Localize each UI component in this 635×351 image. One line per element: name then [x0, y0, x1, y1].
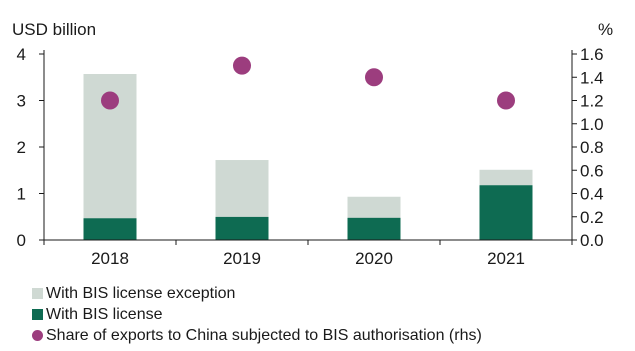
bar-2020-series-0: [347, 217, 401, 240]
legend-item-license-exception: With BIS license exception: [32, 283, 482, 304]
x-tick-label: 2020: [355, 249, 393, 268]
point-2019: [233, 56, 251, 75]
legend-swatch-license: [32, 309, 43, 320]
bars-layer: [83, 73, 533, 240]
point-2018: [101, 91, 119, 110]
left-axis-title: USD billion: [12, 20, 97, 39]
right-tick-label: 0.6: [580, 161, 604, 180]
left-tick-label: 0: [17, 231, 26, 250]
point-2021: [497, 91, 515, 110]
bar-2020-series-1: [347, 196, 401, 218]
left-tick-label: 1: [17, 185, 26, 204]
right-axis-title: %: [598, 20, 614, 39]
bar-2018-series-0: [83, 218, 137, 240]
right-tick-label: 1.2: [580, 92, 604, 111]
x-tick-label: 2021: [487, 249, 525, 268]
point-2020: [365, 68, 383, 87]
legend-swatch-share: [32, 330, 43, 341]
right-tick-label: 1.6: [580, 45, 604, 64]
legend-swatch-license-exception: [32, 288, 43, 299]
right-tick-label: 0.2: [580, 208, 604, 227]
legend-item-license: With BIS license: [32, 304, 482, 325]
axes-layer: 0 1 2 3 4 0.0 0.2 0.4 0.6 0.8 1.0 1.2 1.4 1.6 2018 2019…: [17, 45, 604, 268]
x-tick-label: 2019: [223, 249, 261, 268]
left-tick-label: 3: [17, 92, 26, 111]
legend-label-license-exception: With BIS license exception: [46, 285, 236, 302]
right-tick-label: 0.4: [580, 185, 604, 204]
right-tick-label: 0.8: [580, 138, 604, 157]
points-layer: [101, 56, 515, 110]
legend-label-license: With BIS license: [46, 306, 163, 323]
bar-2021-series-0: [479, 185, 533, 240]
x-tick-label: 2018: [91, 249, 129, 268]
legend: With BIS license exception With BIS lice…: [32, 283, 482, 346]
right-tick-label: 1.0: [580, 115, 604, 134]
legend-label-share: Share of exports to China subjected to B…: [46, 327, 482, 344]
bar-2021-series-1: [479, 169, 533, 186]
legend-item-share: Share of exports to China subjected to B…: [32, 325, 482, 346]
bar-2019-series-0: [215, 216, 269, 240]
bar-2019-series-1: [215, 160, 269, 217]
left-tick-label: 4: [17, 45, 26, 64]
right-tick-label: 1.4: [580, 68, 604, 87]
left-tick-label: 2: [17, 138, 26, 157]
right-tick-label: 0.0: [580, 231, 604, 250]
